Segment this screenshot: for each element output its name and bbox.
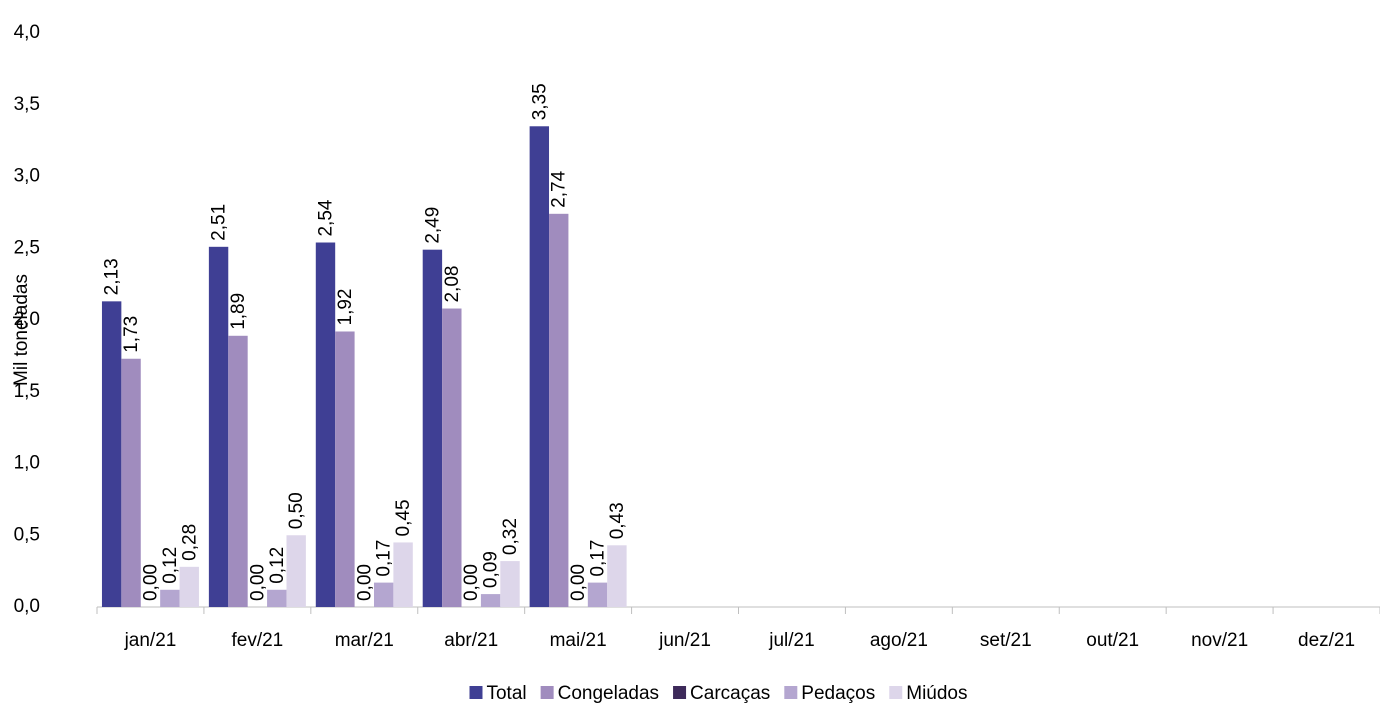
value-label: 1,92 xyxy=(335,288,356,325)
bar xyxy=(422,249,443,607)
x-tick-label: fev/21 xyxy=(231,630,283,651)
bar xyxy=(587,582,608,607)
bar xyxy=(121,358,141,607)
value-label: 0,12 xyxy=(160,547,181,584)
value-label: 0,00 xyxy=(247,564,268,601)
value-label: 2,51 xyxy=(209,204,230,241)
value-label: 0,32 xyxy=(500,518,521,555)
bar xyxy=(208,246,229,607)
x-tick-label: mar/21 xyxy=(335,630,394,651)
bar xyxy=(607,545,627,607)
bar xyxy=(549,213,569,607)
value-label: 0,00 xyxy=(568,564,589,601)
legend-label: Miúdos xyxy=(906,683,967,704)
y-tick-label: 3,5 xyxy=(14,94,40,115)
legend-label: Pedaços xyxy=(801,683,875,704)
x-tick-label: abr/21 xyxy=(444,630,498,651)
bar xyxy=(480,594,501,607)
bar xyxy=(228,335,248,607)
y-axis-label: Mil toneladas xyxy=(11,274,32,386)
y-tick-label: 0,0 xyxy=(14,596,40,617)
y-tick-label: 4,0 xyxy=(14,22,40,43)
bar xyxy=(442,308,462,607)
value-label: 0,09 xyxy=(481,551,502,588)
value-label: 3,35 xyxy=(529,83,550,120)
bar xyxy=(101,301,122,607)
legend-swatch xyxy=(469,686,483,699)
bar xyxy=(179,566,199,607)
bar xyxy=(373,582,394,607)
bar xyxy=(393,542,413,607)
value-label: 0,17 xyxy=(374,540,395,577)
legend-swatch xyxy=(673,686,687,699)
y-tick-label: 1,5 xyxy=(14,381,40,402)
value-label: 0,00 xyxy=(140,564,161,601)
bar xyxy=(267,589,287,607)
value-label: 0,12 xyxy=(267,547,288,584)
y-tick-label: 0,5 xyxy=(14,524,40,545)
value-label: 1,73 xyxy=(121,316,142,353)
bar xyxy=(500,561,520,607)
x-tick-label: jul/21 xyxy=(768,630,814,651)
legend-swatch xyxy=(540,686,554,699)
value-label: 0,00 xyxy=(354,564,375,601)
x-tick-label: jun/21 xyxy=(658,630,711,651)
legend-label: Carcaças xyxy=(690,683,770,704)
y-tick-label: 3,0 xyxy=(14,166,40,187)
x-tick-label: out/21 xyxy=(1086,630,1139,651)
value-label: 2,08 xyxy=(442,266,463,303)
x-tick-label: set/21 xyxy=(980,630,1032,651)
bar xyxy=(286,535,306,607)
value-label: 0,45 xyxy=(393,499,414,536)
value-label: 1,89 xyxy=(228,293,249,330)
legend-swatch xyxy=(784,686,798,699)
value-label: 0,17 xyxy=(588,540,609,577)
value-label: 0,43 xyxy=(607,502,628,539)
legend-swatch xyxy=(889,686,903,699)
legend-label: Total xyxy=(486,683,526,704)
x-tick-label: nov/21 xyxy=(1191,630,1248,651)
y-tick-label: 2,5 xyxy=(14,237,40,258)
legend-label: Congeladas xyxy=(558,683,659,704)
value-label: 2,74 xyxy=(549,170,570,207)
y-tick-label: 1,0 xyxy=(14,453,40,474)
value-label: 0,00 xyxy=(461,564,482,601)
x-tick-label: mai/21 xyxy=(550,630,607,651)
bar xyxy=(160,589,180,607)
value-label: 0,28 xyxy=(179,524,200,561)
x-tick-label: jan/21 xyxy=(124,630,177,651)
bar xyxy=(335,331,355,607)
value-label: 2,49 xyxy=(422,207,443,244)
value-label: 0,50 xyxy=(286,492,307,529)
value-label: 2,13 xyxy=(102,258,123,295)
value-label: 2,54 xyxy=(316,199,337,236)
x-tick-label: ago/21 xyxy=(870,630,928,651)
x-tick-label: dez/21 xyxy=(1298,630,1355,651)
bar xyxy=(529,126,550,608)
bar xyxy=(315,242,336,607)
y-tick-label: 2,0 xyxy=(14,309,40,330)
